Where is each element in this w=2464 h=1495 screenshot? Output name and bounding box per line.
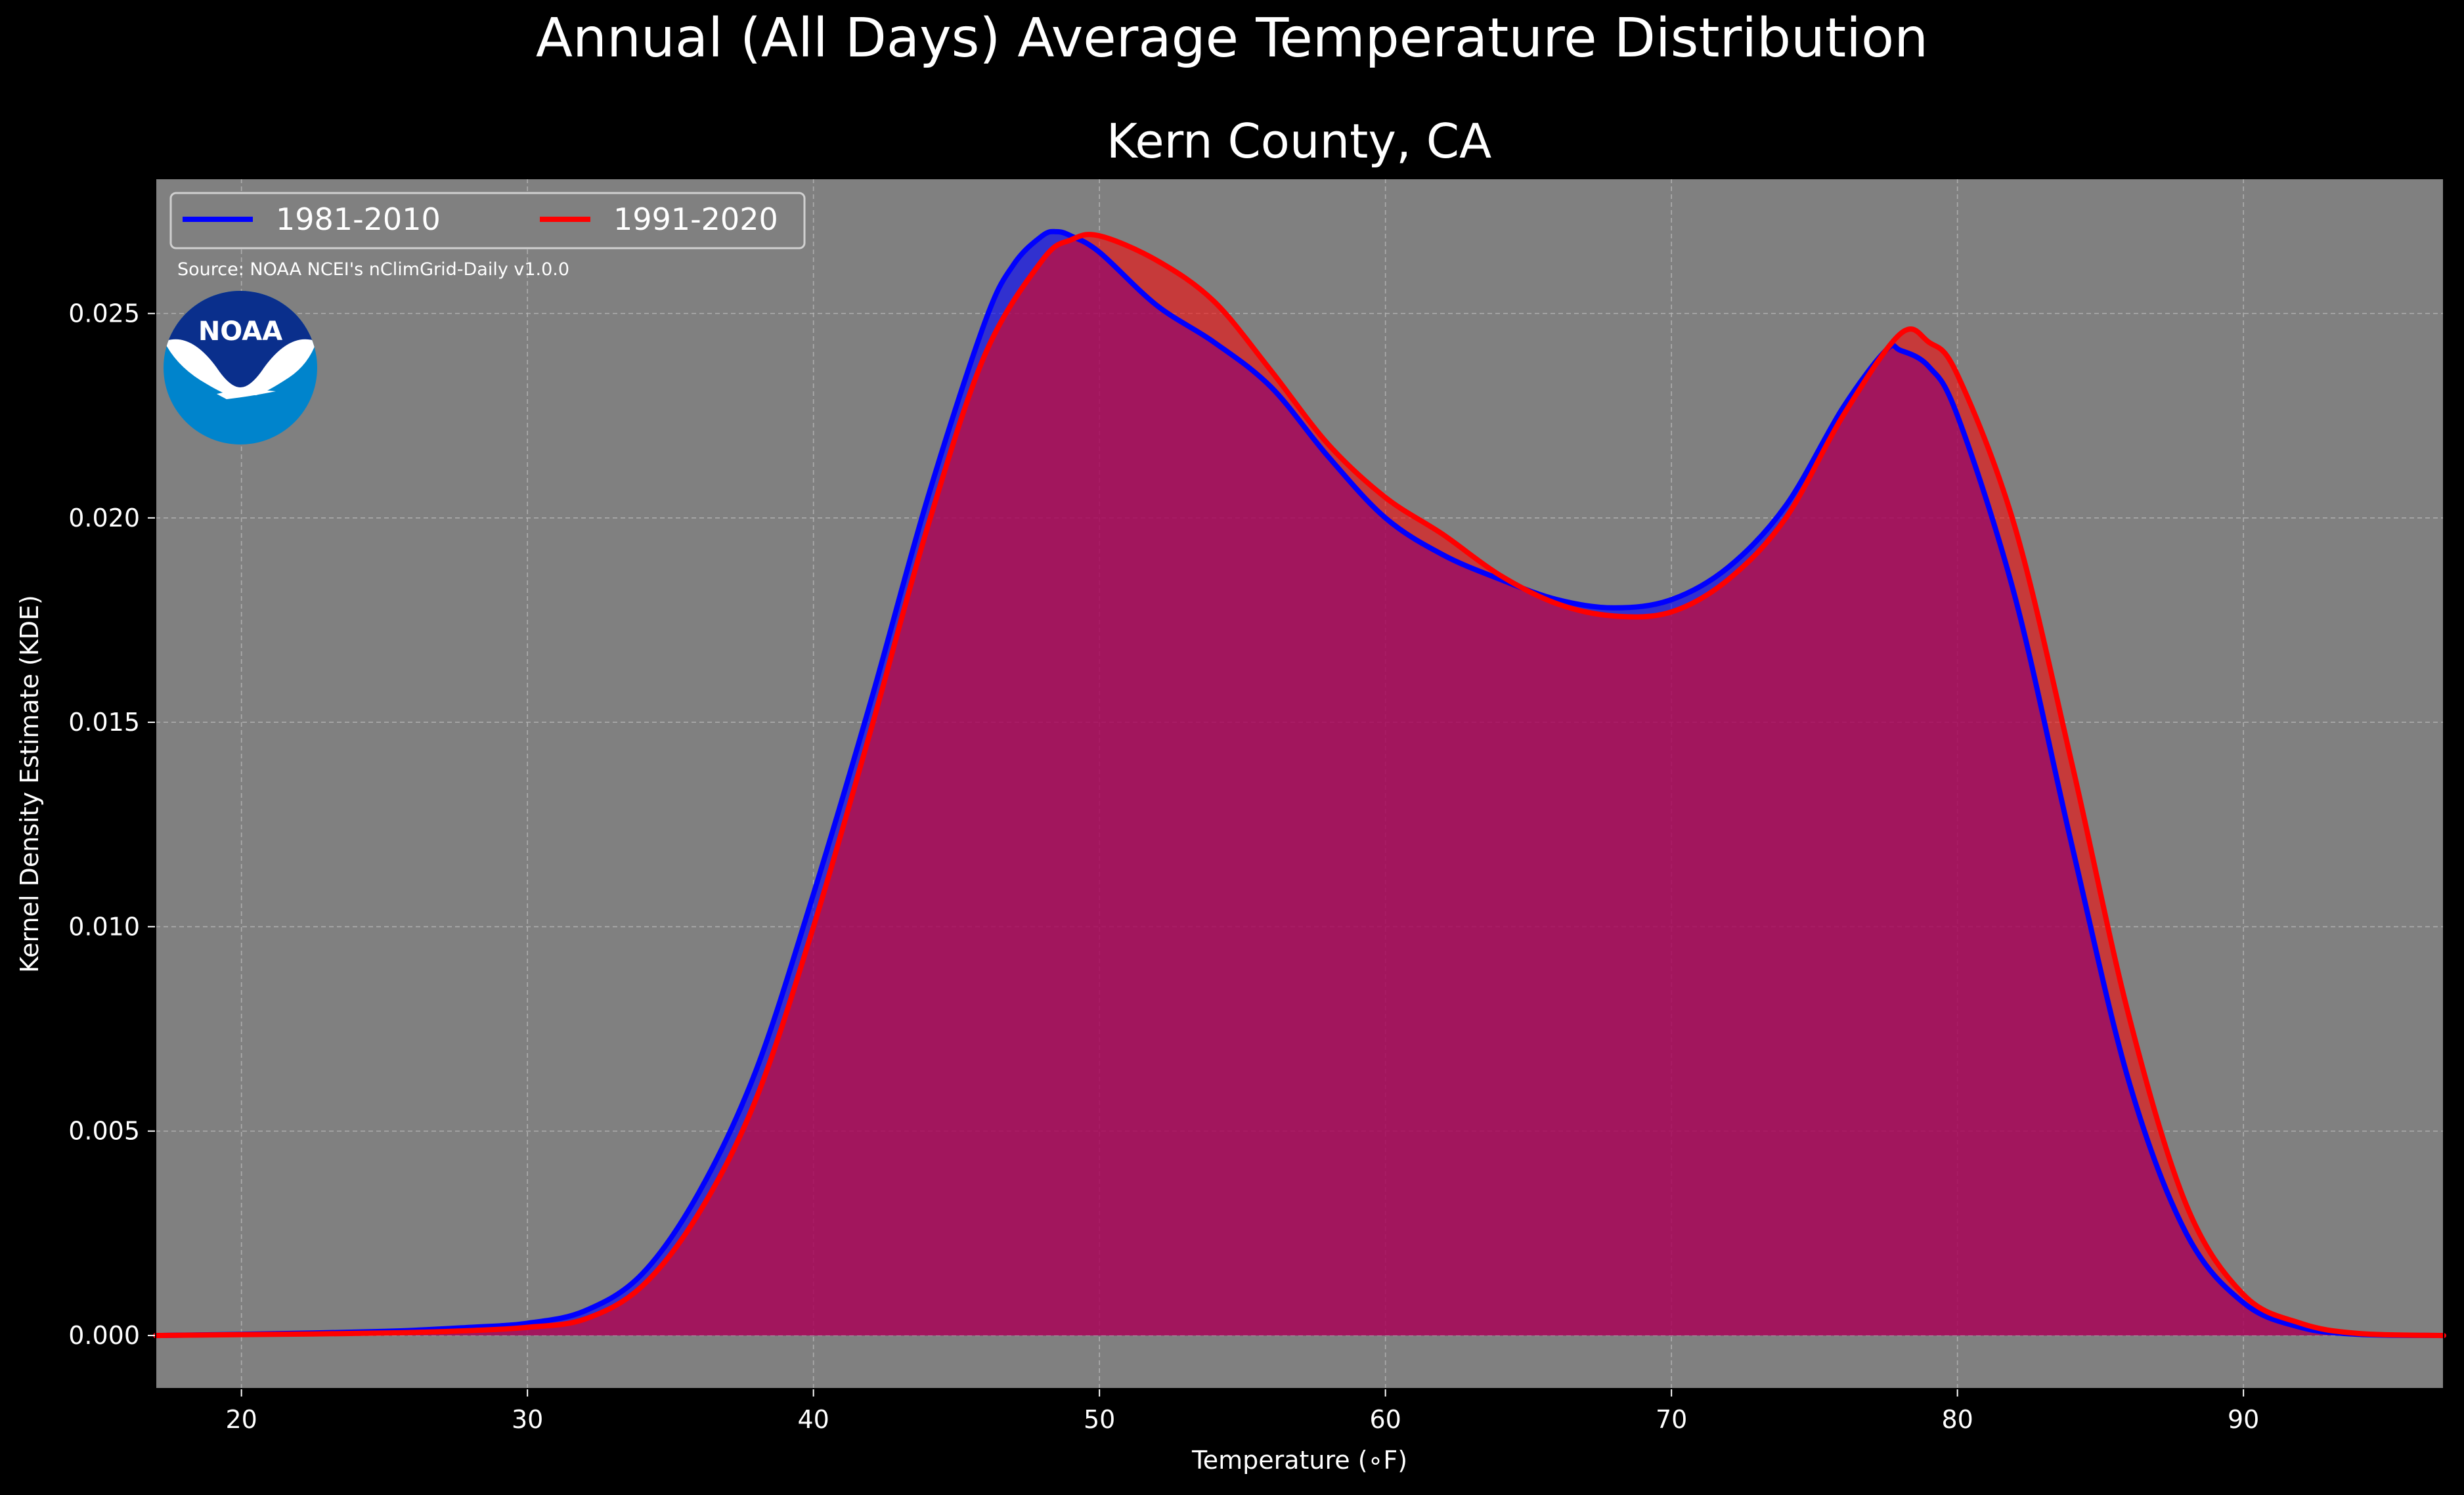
y-tick-label: 0.020 — [68, 504, 140, 532]
x-tick-label: 60 — [1369, 1405, 1401, 1434]
x-tick-label: 70 — [1656, 1405, 1687, 1434]
density-lines — [153, 228, 2446, 1339]
x-tick-label: 90 — [2228, 1405, 2259, 1434]
y-tick-label: 0.025 — [68, 299, 140, 328]
y-tick-label: 0.010 — [68, 912, 140, 941]
x-tick-label: 30 — [512, 1405, 543, 1434]
noaa-logo-text: NOAA — [198, 316, 282, 347]
x-tick-label: 20 — [225, 1405, 257, 1434]
y-tick-label: 0.000 — [68, 1321, 140, 1350]
x-axis-label: Temperature (∘F) — [1191, 1446, 1407, 1475]
plot-frame — [155, 178, 2444, 1389]
x-tick-label: 80 — [1941, 1405, 1973, 1434]
noaa-logo-upper-band — [164, 291, 317, 389]
x-axis: 20 30 40 50 60 70 80 90 — [225, 1389, 2259, 1434]
x-tick-label: 40 — [797, 1405, 829, 1434]
legend: 1981-2010 1991-2020 — [169, 192, 806, 249]
x-tick-label: 50 — [1084, 1405, 1115, 1434]
y-axis-label: Kernel Density Estimate (KDE) — [15, 595, 44, 973]
chart-title: Kern County, CA — [1107, 114, 1492, 169]
density-line-1991-2020 — [153, 232, 2446, 1339]
noaa-logo-gull-tail-icon — [217, 389, 276, 399]
y-tick-label: 0.005 — [68, 1117, 140, 1146]
noaa-logo: NOAA — [164, 291, 317, 444]
y-tick-label: 0.015 — [68, 708, 140, 737]
noaa-logo-gull-icon — [164, 339, 317, 398]
density-fills — [156, 231, 2444, 1336]
density-fill-1991-2020 — [156, 234, 2444, 1336]
legend-frame — [169, 192, 806, 249]
figure-suptitle: Annual (All Days) Average Temperature Di… — [536, 7, 1928, 70]
y-axis: 0.000 0.005 0.010 0.015 0.020 0.025 — [68, 299, 156, 1350]
source-note: Source: NOAA NCEI's nClimGrid-Daily v1.0… — [177, 259, 569, 280]
legend-label-1991-2020: 1991-2020 — [613, 202, 778, 237]
legend-label-1981-2010: 1981-2010 — [276, 202, 441, 237]
density-line-1981-2010 — [153, 228, 2446, 1339]
